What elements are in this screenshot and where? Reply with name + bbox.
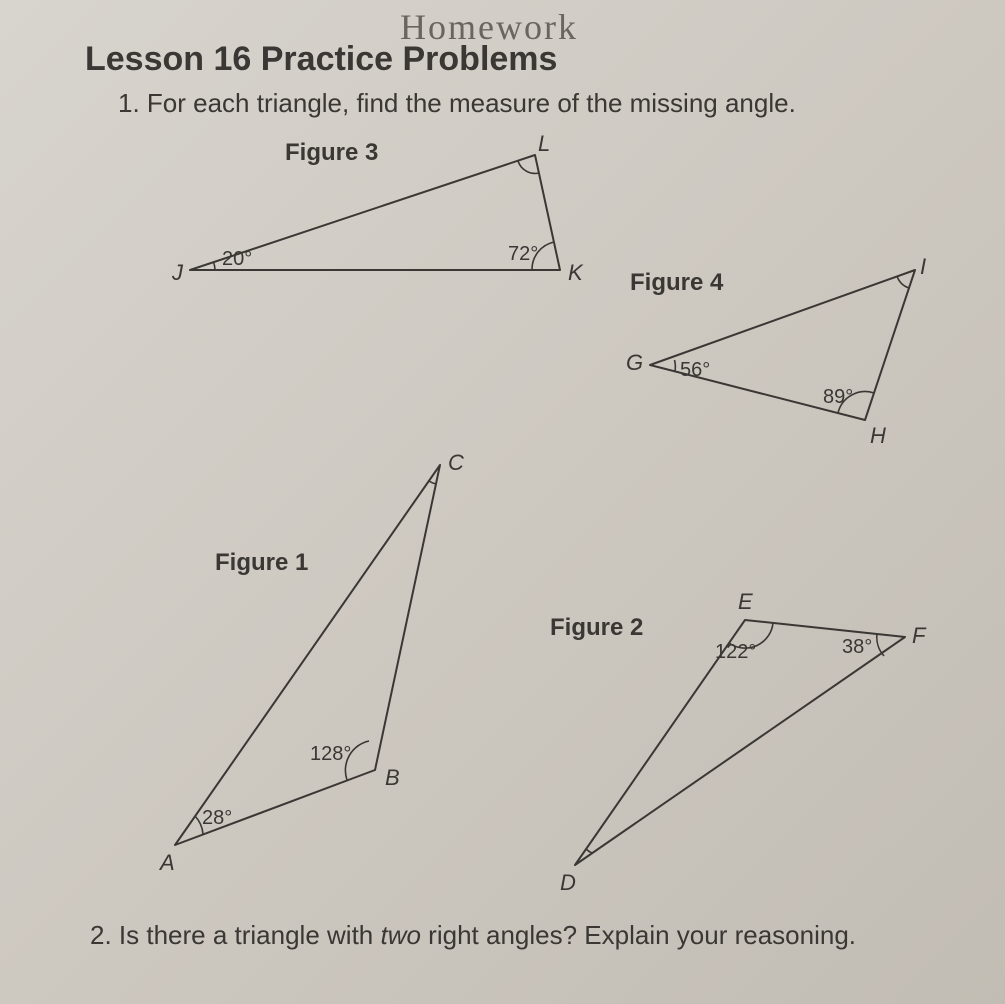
- problem-2-text: 2. Is there a triangle with two right an…: [90, 920, 970, 951]
- angle-a: 28°: [202, 807, 232, 829]
- vertex-e: E: [738, 589, 753, 614]
- vertex-a: A: [158, 850, 175, 875]
- angle-g: 56°: [680, 359, 710, 381]
- vertex-b: B: [385, 765, 400, 790]
- vertex-k: K: [568, 260, 584, 285]
- angle-k: 72°: [508, 243, 538, 265]
- angle-b: 128°: [310, 743, 351, 765]
- figure-4: Figure 4 G 56° H 89° I: [620, 250, 980, 450]
- figure-3-label: Figure 3: [285, 139, 378, 166]
- angle-f: 38°: [842, 636, 872, 658]
- vertex-l: L: [538, 131, 550, 156]
- vertex-j: J: [171, 260, 184, 285]
- problem-2-prefix: 2. Is there a triangle with: [90, 920, 380, 950]
- arc-g: [675, 360, 676, 371]
- arc-c: [429, 481, 436, 484]
- vertex-c: C: [448, 450, 464, 475]
- triangle-abc: [175, 465, 440, 845]
- problem-1-text: 1. For each triangle, find the measure o…: [118, 88, 796, 119]
- vertex-h: H: [870, 423, 886, 448]
- vertex-g: G: [626, 350, 643, 375]
- arc-d: [586, 849, 592, 853]
- vertex-d: D: [560, 870, 576, 895]
- worksheet-page: Homework Lesson 16 Practice Problems 1. …: [0, 0, 1005, 1004]
- angle-e: 122°: [715, 641, 756, 663]
- arc-i: [897, 276, 909, 288]
- figure-2-label: Figure 2: [550, 614, 643, 641]
- angle-j: 20°: [222, 248, 252, 270]
- figure-3: Figure 3 J 20° K 72° L: [160, 135, 620, 305]
- problem-2-suffix: right angles? Explain your reasoning.: [421, 920, 856, 950]
- angle-h: 89°: [823, 386, 853, 408]
- figure-4-label: Figure 4: [630, 269, 724, 296]
- arc-j: [214, 262, 216, 270]
- vertex-f: F: [912, 623, 927, 648]
- figure-2: Figure 2 D E 122° F 38°: [520, 565, 970, 895]
- lesson-title: Lesson 16 Practice Problems: [85, 40, 557, 79]
- problem-2-emph: two: [380, 920, 420, 950]
- figure-1-label: Figure 1: [215, 549, 308, 576]
- vertex-i: I: [920, 254, 926, 279]
- figure-1: Figure 1 A 28° B 128° C: [140, 440, 540, 880]
